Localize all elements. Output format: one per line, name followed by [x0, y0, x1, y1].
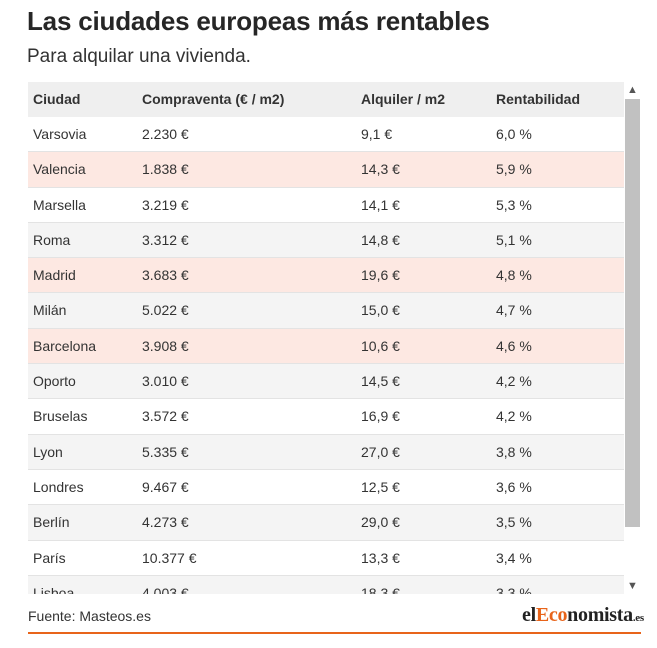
chart-title: Las ciudades europeas más rentables — [27, 6, 490, 36]
cell-alquiler: 18,3 € — [361, 584, 400, 594]
cell-ciudad: Madrid — [33, 267, 76, 284]
cell-compraventa: 3.010 € — [142, 373, 189, 390]
table-row: Barcelona 3.908 € 10,6 € 4,6 % — [28, 328, 624, 365]
cell-rentabilidad: 4,2 % — [496, 373, 532, 390]
cell-compraventa: 3.572 € — [142, 408, 189, 425]
table-row: Bruselas 3.572 € 16,9 € 4,2 % — [28, 399, 624, 435]
cell-ciudad: Londres — [33, 478, 84, 495]
cell-compraventa: 3.219 € — [142, 196, 189, 213]
column-header-ciudad[interactable]: Ciudad — [33, 91, 81, 107]
table-row: París 10.377 € 13,3 € 3,4 % — [28, 540, 624, 576]
table-row: Lisboa 4.003 € 18,3 € 3,3 % — [28, 575, 624, 594]
cell-alquiler: 15,0 € — [361, 302, 400, 319]
table-row: Lyon 5.335 € 27,0 € 3,8 % — [28, 434, 624, 470]
table-row: Valencia 1.838 € 14,3 € 5,9 % — [28, 152, 624, 188]
cell-rentabilidad: 5,1 % — [496, 231, 532, 248]
cell-compraventa: 4.273 € — [142, 514, 189, 531]
cell-rentabilidad: 3,4 % — [496, 549, 532, 566]
cell-alquiler: 10,6 € — [361, 337, 400, 354]
cell-compraventa: 1.838 € — [142, 161, 189, 178]
cell-alquiler: 27,0 € — [361, 443, 400, 460]
cell-rentabilidad: 6,0 % — [496, 126, 532, 142]
data-table: Ciudad Compraventa (€ / m2) Alquiler / m… — [28, 82, 641, 594]
source-note: Fuente: Masteos.es — [28, 608, 151, 624]
cell-alquiler: 14,3 € — [361, 161, 400, 178]
scrollbar-thumb[interactable] — [625, 99, 640, 527]
cell-alquiler: 29,0 € — [361, 514, 400, 531]
cell-ciudad: Valencia — [33, 161, 86, 178]
cell-ciudad: Barcelona — [33, 337, 97, 354]
table-row: Berlín 4.273 € 29,0 € 3,5 % — [28, 505, 624, 541]
cell-rentabilidad: 3,8 % — [496, 443, 532, 460]
cell-alquiler: 14,1 € — [361, 196, 400, 213]
cell-ciudad: Varsovia — [33, 126, 87, 142]
cell-compraventa: 10.377 € — [142, 549, 197, 566]
table-row: Madrid 3.683 € 19,6 € 4,8 % — [28, 258, 624, 294]
cell-alquiler: 9,1 € — [361, 126, 393, 142]
cell-compraventa: 9.467 € — [142, 478, 189, 495]
cell-ciudad: París — [33, 549, 66, 566]
cell-rentabilidad: 5,9 % — [496, 161, 532, 178]
table-row: Oporto 3.010 € 14,5 € 4,2 % — [28, 364, 624, 400]
table-row: Milán 5.022 € 15,0 € 4,7 % — [28, 293, 624, 329]
table-row: Varsovia 2.230 € 9,1 € 6,0 % — [28, 117, 624, 153]
cell-rentabilidad: 3,5 % — [496, 514, 532, 531]
table-header: Ciudad Compraventa (€ / m2) Alquiler / m… — [28, 82, 624, 118]
cell-alquiler: 14,8 € — [361, 231, 400, 248]
table-row: Roma 3.312 € 14,8 € 5,1 % — [28, 222, 624, 259]
cell-rentabilidad: 5,3 % — [496, 196, 532, 213]
cell-alquiler: 13,3 € — [361, 549, 400, 566]
cell-rentabilidad: 4,6 % — [496, 337, 532, 354]
column-header-rentabilidad[interactable]: Rentabilidad — [496, 91, 581, 107]
cell-ciudad: Roma — [33, 231, 71, 248]
cell-compraventa: 3.908 € — [142, 337, 189, 354]
cell-rentabilidad: 4,2 % — [496, 408, 532, 425]
table-scrollbar[interactable]: ▲ ▼ — [624, 82, 641, 594]
cell-compraventa: 3.312 € — [142, 231, 189, 248]
cell-ciudad: Oporto — [33, 373, 76, 390]
table-row: Londres 9.467 € 12,5 € 3,6 % — [28, 469, 624, 506]
cell-ciudad: Lyon — [33, 443, 63, 460]
cell-compraventa: 4.003 € — [142, 584, 189, 594]
column-header-compraventa[interactable]: Compraventa (€ / m2) — [142, 91, 285, 107]
table-body[interactable]: Varsovia 2.230 € 9,1 € 6,0 % Valencia 1.838 €… — [28, 117, 624, 594]
cell-rentabilidad: 4,8 % — [496, 267, 532, 284]
cell-alquiler: 19,6 € — [361, 267, 400, 284]
cell-rentabilidad: 3,3 % — [496, 584, 532, 594]
cell-compraventa: 3.683 € — [142, 267, 189, 284]
cell-alquiler: 16,9 € — [361, 408, 400, 425]
cell-compraventa: 2.230 € — [142, 126, 189, 142]
scroll-down-icon[interactable]: ▼ — [627, 580, 638, 592]
scroll-up-icon[interactable]: ▲ — [627, 84, 638, 96]
cell-ciudad: Berlín — [33, 514, 70, 531]
cell-ciudad: Marsella — [33, 196, 86, 213]
table-row: Marsella 3.219 € 14,1 € 5,3 % — [28, 187, 624, 223]
cell-rentabilidad: 3,6 % — [496, 478, 532, 495]
eleconomista-logo: elEconomista.es — [522, 604, 644, 626]
cell-alquiler: 14,5 € — [361, 373, 400, 390]
cell-alquiler: 12,5 € — [361, 478, 400, 495]
cell-ciudad: Milán — [33, 302, 67, 319]
footer-rule — [28, 632, 641, 634]
chart-subtitle: Para alquilar una vivienda. — [27, 46, 251, 67]
column-header-alquiler[interactable]: Alquiler / m2 — [361, 91, 446, 107]
cell-ciudad: Bruselas — [33, 408, 88, 425]
cell-ciudad: Lisboa — [33, 584, 75, 594]
cell-rentabilidad: 4,7 % — [496, 302, 532, 319]
cell-compraventa: 5.335 € — [142, 443, 189, 460]
cell-compraventa: 5.022 € — [142, 302, 189, 319]
